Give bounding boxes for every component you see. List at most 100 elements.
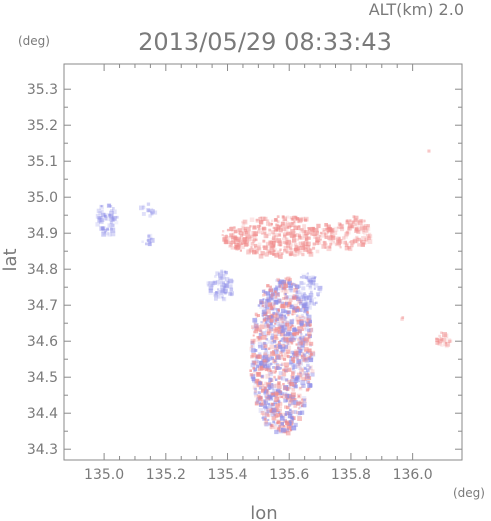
echo-pixel [271,327,276,332]
echo-pixel [287,413,293,419]
echo-pixel [252,385,257,390]
echo-pixel [263,391,266,395]
echo-pixel [307,305,312,310]
echo-pixel [298,411,303,415]
echo-pixel [271,288,276,293]
echo-pixel [290,326,293,329]
echo-pixel [266,241,271,247]
echo-pixel [281,280,286,285]
echo-pixel [263,227,267,231]
echo-pixel [217,295,221,299]
echo-pixel [284,292,287,296]
echo-pixel [293,230,297,234]
echo-pixel [353,215,359,221]
echo-pixel [305,374,310,379]
echo-pixel [276,277,280,282]
y-tick-label: 34.7 [27,298,58,314]
echo-pixel [296,290,299,293]
echo-pixel [278,371,283,375]
echo-pixel [338,237,341,240]
echo-pixel [295,363,301,368]
echo-pixel [282,215,285,218]
echo-pixel [289,243,293,247]
echo-pixel [234,243,239,248]
y-unit: (deg) [18,34,50,48]
echo-pixel [274,397,280,402]
echo-pixel [441,337,447,343]
echo-pixel [206,284,210,287]
echo-pixel [257,337,262,342]
echo-pixel [360,239,363,242]
echo-pixel [264,348,268,352]
echo-pixel [333,240,336,243]
echo-pixel [319,238,322,241]
echo-pixel [361,236,366,241]
echo-pixel [282,232,287,237]
echo-pixel [269,369,272,372]
echo-pixel [277,375,283,380]
echo-pixel [288,404,291,407]
echo-pixel [282,240,286,244]
echo-pixel [293,356,296,359]
echo-pixel [264,367,269,372]
echo-pixel [273,359,277,362]
echo-pixel [277,382,280,385]
echo-pixel [293,351,299,356]
echo-pixel [251,325,255,329]
echo-pixel [322,230,327,235]
echo-pixel [97,216,101,220]
plot-frame [63,63,463,461]
echo-pixel [278,367,282,370]
echo-pixel [239,236,242,239]
echo-pixel [221,276,226,281]
echo-pixel [280,392,284,396]
echo-pixel [220,270,223,274]
echo-pixel [284,416,287,419]
echo-pixel [285,295,289,299]
echo-pixel [303,282,306,285]
echo-pixel [306,351,309,354]
echo-pixel [279,317,283,321]
echo-pixel [298,349,303,354]
echo-pixel [255,250,258,254]
echo-pixel [265,305,270,310]
echo-pixel [444,342,447,345]
echo-pixel [291,382,297,388]
echo-pixel [357,237,361,242]
echo-pixel [355,235,359,239]
echo-pixel [148,241,152,245]
echo-pixel [291,324,294,327]
echo-pixel [266,389,269,392]
echo-pixel [290,428,293,432]
echo-pixel [267,384,272,389]
echo-pixel [283,333,287,337]
echo-pixel [435,340,440,345]
echo-pixel [306,284,310,287]
echo-pixel [296,353,300,357]
echo-pixel [293,422,298,427]
echo-pixel [307,328,311,333]
echo-pixel [289,397,294,401]
echo-pixel [261,331,266,336]
echo-pixel [311,275,315,279]
echo-pixel [221,296,224,299]
echo-pixel [265,295,271,301]
echo-pixel [244,230,249,235]
echo-region-isolated-cell [400,316,405,321]
echo-pixel [273,413,277,417]
echo-pixel [304,378,308,381]
echo-pixel [263,245,268,251]
echo-pixel [301,253,305,257]
echo-pixel [224,240,229,245]
echo-pixel [240,242,244,245]
echo-pixel [366,234,370,238]
echo-pixel [328,245,332,249]
echo-pixel [270,315,274,319]
echo-pixel [224,235,228,239]
echo-pixel [301,243,305,247]
echo-pixel [261,386,266,391]
echo-pixel [281,372,286,377]
echo-pixel [269,318,274,323]
echo-pixel [276,428,280,432]
echo-pixel [290,341,294,345]
